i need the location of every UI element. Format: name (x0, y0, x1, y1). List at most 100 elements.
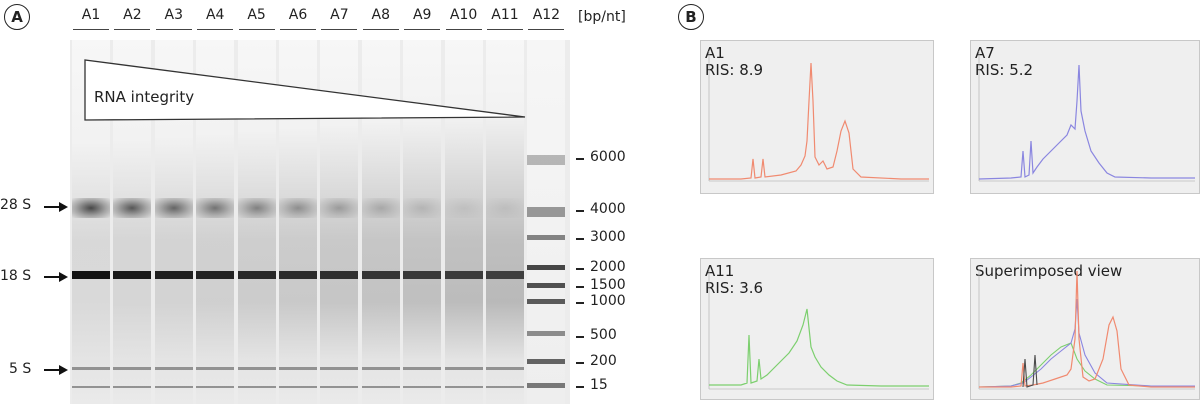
lane-rule-a1 (73, 29, 109, 30)
band-15 (403, 386, 442, 388)
marker-28s-label: 28 S (0, 197, 32, 213)
band-15 (72, 386, 110, 388)
lane-rule-a5 (238, 29, 275, 30)
band-5s (361, 367, 400, 370)
ladder-size-label: 200 (590, 353, 617, 369)
ladder-size-label: 4000 (590, 201, 626, 217)
band-15 (320, 386, 359, 388)
ladder-band (527, 235, 566, 240)
ladder-tick (576, 238, 584, 240)
ladder-tick (576, 210, 584, 212)
band-18s (444, 271, 483, 279)
ladder-band (527, 265, 566, 270)
ladder-tick (576, 158, 584, 160)
ladder-tick (576, 286, 584, 288)
lane-rule-a8 (362, 29, 399, 30)
band-18s (196, 271, 235, 279)
lane-label-a9: A9 (412, 7, 432, 23)
ladder-size-label: 1000 (590, 293, 626, 309)
lane-rule-a11 (487, 29, 523, 30)
band-28s (444, 198, 483, 218)
chart-a1-trace (709, 62, 929, 180)
ladder-size-label: 15 (590, 377, 608, 393)
lane-label-a5: A5 (247, 7, 266, 23)
ladder-lane (527, 40, 566, 404)
lane-label-a10: A10 (449, 7, 478, 23)
band-18s (361, 271, 400, 279)
panel-a-letter: A (4, 4, 30, 30)
chart-a7-ris: RIS: 5.2 (975, 61, 1034, 79)
band-18s (113, 271, 152, 279)
ladder-band (527, 383, 566, 388)
lane-label-a11: A11 (491, 7, 519, 23)
ladder-band (527, 207, 566, 217)
band-28s (320, 198, 359, 218)
band-28s (486, 198, 524, 218)
rna-integrity-label: RNA integrity (94, 88, 195, 106)
lane-rule-a6 (280, 29, 316, 30)
lane-label-a2: A2 (123, 7, 142, 23)
gel-lane (444, 40, 483, 404)
marker-18s-label: 18 S (0, 268, 32, 284)
band-5s (279, 367, 317, 370)
band-18s (279, 271, 317, 279)
chart-a1-sample: A1 (705, 44, 725, 62)
lane-label-a12: A12 (532, 7, 561, 23)
band-28s (196, 198, 235, 218)
chart-a1-plot (708, 51, 929, 182)
lane-rule-a2 (114, 29, 151, 30)
band-5s (403, 367, 442, 370)
lane-label-a6: A6 (288, 7, 308, 23)
band-18s (72, 271, 110, 279)
ladder-band (527, 155, 566, 165)
ladder-tick (576, 302, 584, 304)
ladder-size-label: 3000 (590, 229, 626, 245)
ladder-band (527, 359, 566, 364)
band-15 (154, 386, 193, 388)
chart-a11-trace (709, 308, 929, 387)
chart-a11-sample: A11 (705, 262, 735, 280)
marker-28s-arrowhead (59, 202, 68, 212)
band-28s (403, 198, 442, 218)
unit-label: [bp/nt] (578, 9, 626, 25)
band-28s (154, 198, 193, 218)
band-28s (237, 198, 276, 218)
panel-b-letter: B (678, 4, 704, 30)
rna-integrity-triangle (84, 59, 526, 121)
ladder-tick (576, 336, 584, 338)
chart-superimposed-title: Superimposed view (975, 262, 1123, 280)
marker-18s-arrowhead (59, 272, 68, 282)
band-28s (113, 198, 152, 218)
band-15 (361, 386, 400, 388)
band-5s (154, 367, 193, 370)
gel-lane (403, 40, 442, 404)
chart-a1: A1 RIS: 8.9 (700, 40, 934, 194)
band-5s (237, 367, 276, 370)
band-15 (113, 386, 152, 388)
chart-a7-trace (978, 64, 1195, 180)
ladder-tick (576, 268, 584, 270)
lane-label-a4: A4 (205, 7, 225, 23)
band-28s (361, 198, 400, 218)
band-15 (486, 386, 524, 388)
band-28s (72, 198, 110, 218)
lane-rule-a4 (197, 29, 234, 30)
band-5s (72, 367, 110, 370)
chart-a7: A7 RIS: 5.2 (970, 40, 1200, 194)
marker-5s-arrow (44, 369, 60, 371)
marker-5s-arrowhead (59, 365, 68, 375)
chart-a1-ris: RIS: 8.9 (705, 61, 764, 79)
band-5s (113, 367, 152, 370)
ladder-band (527, 283, 566, 288)
band-18s (403, 271, 442, 279)
chart-a11: A11 RIS: 3.6 (700, 258, 934, 400)
lane-rule-a12 (528, 29, 565, 30)
band-18s (237, 271, 276, 279)
ladder-tick (576, 386, 584, 388)
lane-label-a8: A8 (371, 7, 391, 23)
ladder-band (527, 331, 566, 336)
ladder-size-label: 500 (590, 327, 617, 343)
ladder-band (527, 299, 566, 304)
lane-rule-a7 (321, 29, 358, 30)
ladder-tick (576, 362, 584, 364)
